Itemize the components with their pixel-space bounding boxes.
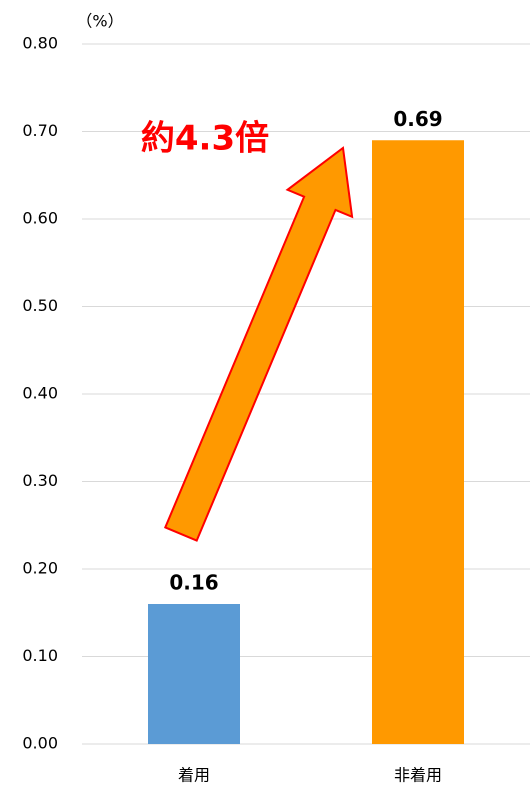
data-label: 0.16 xyxy=(169,571,218,595)
y-tick-label: 0.30 xyxy=(22,471,58,490)
annotation: 約4.3倍 xyxy=(141,119,269,159)
bar xyxy=(372,140,464,744)
data-label: 0.69 xyxy=(393,107,442,131)
y-unit-label: （%） xyxy=(76,12,123,31)
y-tick-label: 0.80 xyxy=(22,34,58,53)
y-tick-label: 0.50 xyxy=(22,296,58,315)
y-tick-label: 0.70 xyxy=(22,121,58,140)
x-tick-label: 非着用 xyxy=(394,766,442,785)
y-tick-label: 0.40 xyxy=(22,384,58,403)
y-tick-label: 0.20 xyxy=(22,559,58,578)
bar xyxy=(148,604,240,744)
y-tick-label: 0.00 xyxy=(22,734,58,753)
y-tick-label: 0.60 xyxy=(22,209,58,228)
y-tick-label: 0.10 xyxy=(22,646,58,665)
arrow xyxy=(163,146,354,542)
x-tick-label: 着用 xyxy=(178,766,210,785)
